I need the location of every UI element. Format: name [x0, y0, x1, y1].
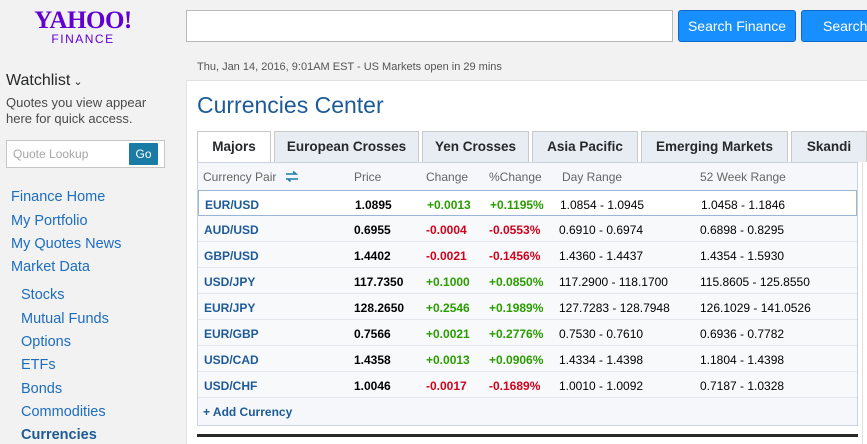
52-week-range-cell: 1.0458 - 1.1846	[701, 198, 786, 212]
52-week-range-cell: 115.8605 - 125.8550	[700, 275, 810, 289]
day-range-cell: 1.4334 - 1.4398	[559, 353, 644, 367]
market-status-dateline: Thu, Jan 14, 2016, 9:01AM EST - US Marke…	[197, 61, 502, 73]
change-cell: +0.2546	[426, 301, 470, 315]
nav-finance-home[interactable]: Finance Home	[11, 189, 106, 205]
logo-wordmark: YAHOO!	[34, 7, 132, 34]
column-header-label: Currency Pair	[203, 170, 277, 184]
go-button[interactable]: Go	[129, 143, 158, 165]
pct-change-cell: -0.1456%	[489, 249, 541, 263]
nav-mutual-funds[interactable]: Mutual Funds	[21, 311, 109, 327]
nav-currencies[interactable]: Currencies	[21, 427, 97, 443]
column-header-price[interactable]: Price	[354, 170, 382, 184]
tab-emerging-markets[interactable]: Emerging Markets	[641, 131, 788, 162]
day-range-cell: 127.7283 - 128.7948	[559, 301, 670, 315]
price-cell: 128.2650	[354, 301, 405, 315]
pct-change-cell: +0.2776%	[489, 327, 544, 341]
52-week-range-cell: 126.1029 - 141.0526	[700, 301, 811, 315]
change-cell: -0.0017	[426, 379, 467, 393]
pct-change-cell: +0.1989%	[489, 301, 544, 315]
table-row[interactable]: GBP/USD 1.4402 -0.0021 -0.1456% 1.4360 - 1.4…	[198, 242, 857, 268]
price-cell: 1.0895	[355, 198, 392, 212]
price-cell: 117.7350	[354, 275, 404, 289]
table-row[interactable]: EUR/USD 1.0895 +0.0013 +0.1195% 1.0854 - 1.0…	[198, 190, 857, 216]
currency-pair-link[interactable]: USD/JPY	[204, 275, 256, 289]
nav-my-quotes-news[interactable]: My Quotes News	[11, 236, 122, 252]
price-cell: 1.4358	[354, 353, 391, 367]
column-header-currency-pair[interactable]: Currency Pair	[203, 170, 299, 184]
swap-arrows-icon[interactable]	[285, 170, 299, 183]
52-week-range-cell: 1.4354 - 1.5930	[700, 249, 785, 263]
currency-pair-link[interactable]: AUD/USD	[204, 223, 259, 237]
watchlist-toggle[interactable]: Watchlist ⌄	[6, 72, 83, 90]
day-range-cell: 1.0010 - 1.0092	[559, 379, 644, 393]
currency-pair-link[interactable]: USD/CAD	[204, 353, 259, 367]
column-header-day-range[interactable]: Day Range	[562, 170, 623, 184]
tab-asia-pacific[interactable]: Asia Pacific	[532, 131, 638, 162]
table-row[interactable]: EUR/JPY 128.2650 +0.2546 +0.1989% 127.7283 -…	[198, 294, 857, 320]
section-divider	[197, 434, 858, 437]
pct-change-cell: -0.1689%	[489, 379, 541, 393]
currency-pair-link[interactable]: EUR/USD	[205, 198, 260, 212]
nav-bonds[interactable]: Bonds	[21, 381, 63, 397]
currency-pair-link[interactable]: EUR/GBP	[204, 327, 259, 341]
change-cell: +0.0013	[426, 353, 470, 367]
currency-pair-link[interactable]: USD/CHF	[204, 379, 258, 393]
pct-change-cell: +0.1195%	[490, 198, 544, 212]
watchlist-title: Watchlist	[6, 72, 71, 89]
52-week-range-cell: 0.6936 - 0.7782	[700, 327, 785, 341]
yahoo-finance-logo[interactable]: YAHOO! FINANCE	[28, 7, 138, 46]
search-finance-button[interactable]: Search Finance	[678, 10, 796, 42]
tab-majors[interactable]: Majors	[197, 131, 271, 164]
watchlist-description: Quotes you view appear here for quick ac…	[6, 95, 147, 126]
tab-yen-crosses[interactable]: Yen Crosses	[422, 131, 529, 162]
add-currency-link[interactable]: + Add Currency	[203, 405, 293, 419]
day-range-cell: 0.6910 - 0.6974	[559, 223, 644, 237]
day-range-cell: 117.2900 - 118.1700	[559, 275, 668, 289]
table-row[interactable]: USD/CAD 1.4358 +0.0013 +0.0906% 1.4334 - 1.4…	[198, 346, 857, 372]
nav-my-portfolio[interactable]: My Portfolio	[11, 213, 88, 229]
chevron-down-icon: ⌄	[73, 76, 83, 88]
tab-european-crosses[interactable]: European Crosses	[274, 131, 419, 162]
nav-etfs[interactable]: ETFs	[21, 357, 56, 373]
nav-commodities[interactable]: Commodities	[21, 404, 106, 420]
day-range-cell: 1.0854 - 1.0945	[560, 198, 645, 212]
page-title: Currencies Center	[197, 92, 384, 118]
52-week-range-cell: 1.1804 - 1.4398	[700, 353, 785, 367]
pct-change-cell: -0.0553%	[489, 223, 541, 237]
price-cell: 1.0046	[354, 379, 391, 393]
52-week-range-cell: 0.7187 - 1.0328	[700, 379, 785, 393]
change-cell: +0.0013	[427, 198, 471, 212]
column-header-52-week-range[interactable]: 52 Week Range	[700, 170, 786, 184]
52-week-range-cell: 0.6898 - 0.8295	[700, 223, 785, 237]
currency-pair-link[interactable]: GBP/USD	[204, 249, 259, 263]
nav-stocks[interactable]: Stocks	[21, 287, 65, 303]
table-row[interactable]: USD/JPY 117.7350 +0.1000 +0.0850% 117.2900 -…	[198, 268, 857, 294]
price-cell: 0.6955	[354, 223, 391, 237]
change-cell: -0.0021	[426, 249, 467, 263]
currency-pair-link[interactable]: EUR/JPY	[204, 301, 256, 315]
change-cell: -0.0004	[426, 223, 467, 237]
change-cell: +0.0021	[426, 327, 470, 341]
pct-change-cell: +0.0906%	[489, 353, 544, 367]
nav-options[interactable]: Options	[21, 334, 71, 350]
column-header-pct-change[interactable]: %Change	[489, 170, 542, 184]
day-range-cell: 0.7530 - 0.7610	[559, 327, 644, 341]
day-range-cell: 1.4360 - 1.4437	[559, 249, 644, 263]
price-cell: 1.4402	[354, 249, 391, 263]
right-sidebar-fragment	[862, 130, 867, 444]
change-cell: +0.1000	[426, 275, 470, 289]
search-web-button[interactable]: Search	[801, 10, 867, 42]
search-input[interactable]	[186, 10, 673, 42]
price-cell: 0.7566	[354, 327, 391, 341]
logo-subtitle: FINANCE	[51, 32, 115, 46]
table-row[interactable]: USD/CHF 1.0046 -0.0017 -0.1689% 1.0010 - 1.0…	[198, 372, 857, 398]
nav-market-data[interactable]: Market Data	[11, 259, 90, 275]
table-row[interactable]: AUD/USD 0.6955 -0.0004 -0.0553% 0.6910 - 0.6…	[198, 216, 857, 242]
table-row[interactable]: EUR/GBP 0.7566 +0.0021 +0.2776% 0.7530 - 0.7…	[198, 320, 857, 346]
pct-change-cell: +0.0850%	[489, 275, 544, 289]
column-header-change[interactable]: Change	[426, 170, 469, 184]
quote-lookup-field[interactable]: Quote Lookup Go	[6, 140, 165, 168]
quote-lookup-placeholder: Quote Lookup	[13, 147, 89, 161]
tab-skandi[interactable]: Skandi	[791, 131, 867, 162]
